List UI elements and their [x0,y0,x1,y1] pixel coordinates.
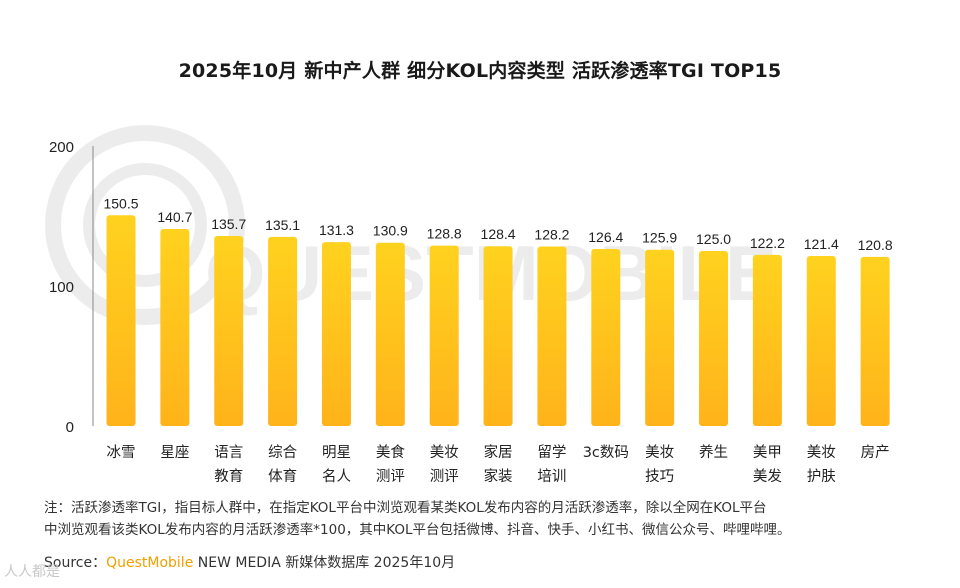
x-tick-label: 美妆 [807,444,836,461]
bar [645,249,675,426]
data-label: 130.9 [373,223,408,239]
x-tick-label: 教育 [214,468,243,485]
x-tick-label: 测评 [376,468,405,485]
x-tick-label: 美甲 [753,444,782,461]
x-tick-label: 语言 [214,444,243,461]
bar [591,249,621,426]
data-label: 125.0 [696,231,731,247]
data-label: 128.4 [481,226,516,242]
data-label: 131.3 [319,222,354,238]
data-label: 128.2 [534,227,569,243]
x-tick-label: 测评 [430,468,459,485]
data-label: 135.1 [265,217,300,233]
bar [537,246,567,426]
data-label: 121.4 [804,236,839,252]
y-tick-label: 200 [49,139,74,156]
y-tick-label: 100 [49,279,74,296]
data-label: 135.7 [211,216,246,232]
x-tick-label: 明星 [322,445,351,461]
source-brand: QuestMobile [106,555,194,571]
x-tick-label: 美妆 [430,444,459,461]
source-prefix: Source： [44,555,107,571]
bar [268,236,298,426]
x-tick-label: 房产 [861,444,890,461]
data-label: 128.8 [427,226,462,242]
footnote: 注：活跃渗透率TGI，指目标人群中，在指定KOL平台中浏览观看某类KOL发布内容… [44,497,944,541]
bar [321,242,351,426]
x-tick-label: 养生 [699,444,728,461]
x-tick-label: 名人 [322,468,351,485]
x-tick-label: 培训 [537,468,566,485]
x-tick-label: 家居 [484,444,513,461]
data-label: 140.7 [157,209,192,225]
corner-logo: 人人都是 [4,564,60,580]
bar [699,251,729,426]
x-tick-label: 3c数码 [583,444,629,461]
footnote-line-1: 注：活跃渗透率TGI，指目标人群中，在指定KOL平台中浏览观看某类KOL发布内容… [44,500,767,516]
chart-title: 2025年10月 新中产人群 细分KOL内容类型 活跃渗透率TGI TOP15 [178,60,782,82]
x-tick-label: 美发 [753,468,782,485]
bar [860,256,890,426]
x-tick-label: 体育 [268,468,297,485]
source-line: Source：QuestMobile NEW MEDIA 新媒体数据库 2025… [44,552,455,572]
x-tick-label: 冰雪 [107,444,136,461]
x-tick-label: 护肤 [807,468,836,485]
data-label: 126.4 [588,229,623,245]
x-tick-label: 技巧 [645,468,674,485]
bar [806,256,836,426]
bar [429,245,459,426]
x-tick-label: 美食 [376,444,405,461]
footnote-line-2: 中浏览观看该类KOL发布内容的月活跃渗透率*100，其中KOL平台包括微博、抖音… [44,522,791,538]
source-suffix: NEW MEDIA 新媒体数据库 2025年10月 [193,555,456,571]
x-tick-label: 美妆 [645,444,674,461]
x-tick-label: 家装 [484,468,513,485]
bar [214,236,244,426]
bar [160,229,190,426]
bar [752,254,782,426]
data-label: 122.2 [750,235,785,251]
y-tick-label: 0 [66,419,74,436]
data-label: 125.9 [642,230,677,246]
bar [483,246,513,426]
bar [375,242,405,426]
bar [106,215,136,426]
x-tick-label: 星座 [160,444,189,461]
data-label: 150.5 [103,195,138,211]
data-label: 120.8 [858,237,893,253]
x-tick-label: 综合 [268,444,297,461]
x-tick-label: 留学 [537,444,566,461]
